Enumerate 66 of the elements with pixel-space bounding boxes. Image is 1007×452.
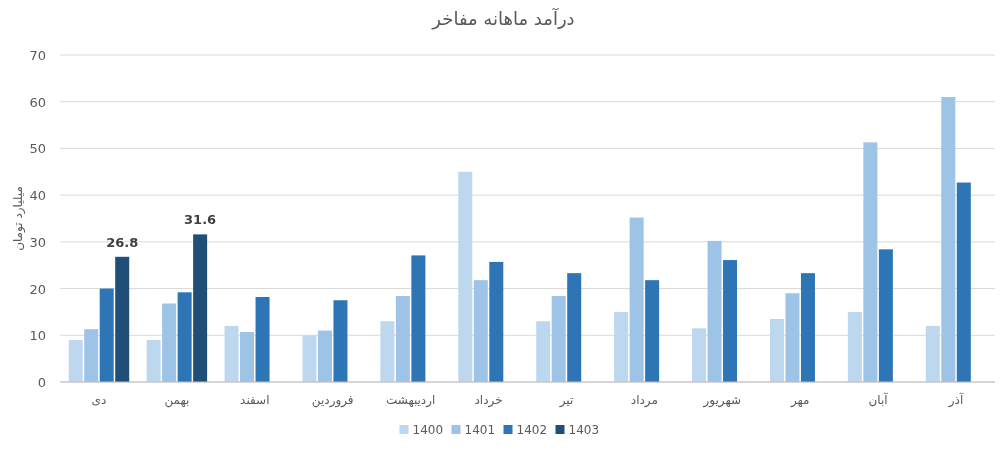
bar <box>146 339 161 382</box>
y-tick-label: 20 <box>29 281 46 297</box>
bar <box>863 142 878 382</box>
data-label: 31.6 <box>184 212 217 228</box>
x-tick-label: اسفند <box>240 393 270 407</box>
bar <box>956 182 971 382</box>
y-tick-label: 70 <box>29 48 46 63</box>
bar <box>536 321 551 382</box>
bar <box>177 292 192 382</box>
bar <box>395 296 410 382</box>
bar <box>925 325 940 382</box>
x-tick-label: آذر <box>947 392 964 408</box>
x-tick-label: مهر <box>789 393 810 408</box>
legend-label: 1400 <box>412 423 444 437</box>
bar <box>769 318 784 382</box>
bar <box>551 296 566 382</box>
bar <box>567 273 582 382</box>
bar <box>692 328 707 382</box>
bar <box>115 256 130 382</box>
y-tick-label: 40 <box>29 188 46 204</box>
bar <box>255 296 270 382</box>
data-label: 26.8 <box>106 234 139 250</box>
bar <box>302 335 317 382</box>
x-tick-label: بهمن <box>164 393 190 408</box>
bar <box>99 288 114 382</box>
legend-label: 1403 <box>568 423 600 437</box>
x-tick-label: خرداد <box>474 393 503 408</box>
bar <box>162 303 177 382</box>
y-tick-label: 30 <box>29 234 46 250</box>
x-tick-label: فروردین <box>311 393 354 408</box>
legend-label: 1401 <box>464 423 496 437</box>
bar <box>333 300 348 382</box>
bar <box>458 171 473 382</box>
bar <box>68 339 83 382</box>
y-tick-label: 10 <box>29 328 46 344</box>
y-tick-label: 50 <box>29 141 46 157</box>
bar <box>489 261 504 382</box>
bar <box>800 273 815 382</box>
bar <box>224 325 239 382</box>
bar <box>645 280 660 382</box>
y-tick-label: 0 <box>37 375 46 390</box>
bar <box>380 321 395 382</box>
x-tick-label: دی <box>91 393 107 407</box>
bar <box>878 249 893 382</box>
x-tick-label: اردیبهشت <box>385 393 436 408</box>
bar <box>614 311 629 382</box>
bar <box>785 293 800 382</box>
x-tick-label: شهریور <box>702 393 742 408</box>
bar <box>84 329 99 382</box>
bar <box>723 260 738 382</box>
bar <box>941 97 956 382</box>
chart-title: درآمد ماهانه مفاخر <box>431 7 575 30</box>
y-tick-label: 60 <box>29 94 46 110</box>
legend-label: 1402 <box>516 423 548 437</box>
bar <box>847 311 862 382</box>
bar <box>473 280 488 382</box>
bar <box>317 330 332 382</box>
bar <box>411 255 426 382</box>
bar <box>629 217 644 382</box>
y-axis-title: میلیارد تومان <box>11 186 26 251</box>
x-tick-label: تیر <box>558 393 574 408</box>
bar <box>707 240 722 382</box>
x-tick-label: مرداد <box>630 393 658 408</box>
bar <box>240 332 255 382</box>
bar <box>193 234 208 382</box>
x-tick-label: آبان <box>868 392 889 407</box>
